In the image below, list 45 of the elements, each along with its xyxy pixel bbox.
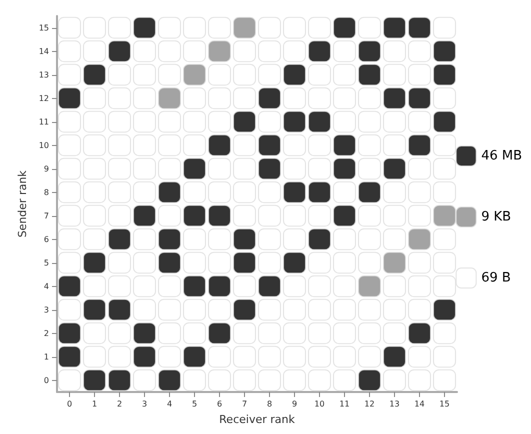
x-tick-label: 11 <box>339 400 350 408</box>
x-tick-label: 0 <box>66 400 72 408</box>
point <box>233 16 256 39</box>
y-tick-label: 9 <box>44 164 49 174</box>
y-tick-label: 12 <box>38 94 49 103</box>
x-tick-label: 6 <box>216 400 222 408</box>
y-tick-label: 2 <box>44 328 49 338</box>
y-tick-label: 4 <box>44 282 49 291</box>
point <box>433 204 456 227</box>
y-tick-label: 11 <box>38 117 49 126</box>
y-tick-label: 10 <box>38 140 49 150</box>
y-tick-label: 8 <box>44 188 49 197</box>
y-tick-label: 14 <box>38 46 49 56</box>
point <box>408 228 431 250</box>
legend-label: 9 KB <box>481 210 512 224</box>
x-tick-label: 9 <box>292 400 298 408</box>
y-tick-label: 0 <box>44 376 49 385</box>
x-tick-label: 2 <box>116 400 122 408</box>
point <box>208 40 231 62</box>
x-tick-label: 4 <box>166 400 172 408</box>
point <box>358 275 381 298</box>
x-tick-label: 14 <box>414 400 425 408</box>
y-tick-label: 5 <box>44 258 49 268</box>
point <box>183 64 206 86</box>
y-tick-label: 1 <box>44 352 49 362</box>
y-tick-label: 3 <box>44 305 49 314</box>
point <box>383 252 406 274</box>
x-axis-title: Receiver rank <box>219 413 296 426</box>
x-tick-label: 15 <box>439 400 450 408</box>
legend-label: 46 MB <box>481 148 522 164</box>
y-tick-label: 7 <box>44 211 49 220</box>
x-tick-label: 1 <box>92 400 98 408</box>
x-tick-label: 8 <box>266 400 272 408</box>
x-tick-label: 12 <box>364 400 375 408</box>
legend-label: 69 B <box>481 270 511 286</box>
x-tick-label: 3 <box>142 400 148 408</box>
y-axis-title: Sender rank <box>16 170 29 238</box>
x-tick-label: 7 <box>242 400 248 408</box>
x-tick-label: 5 <box>192 400 198 408</box>
x-tick-label: 13 <box>389 400 400 408</box>
point <box>158 87 181 110</box>
y-tick-label: 6 <box>44 234 49 244</box>
y-tick-label: 13 <box>38 70 49 80</box>
y-tick-label: 15 <box>38 23 49 32</box>
x-tick-label: 10 <box>314 400 325 408</box>
